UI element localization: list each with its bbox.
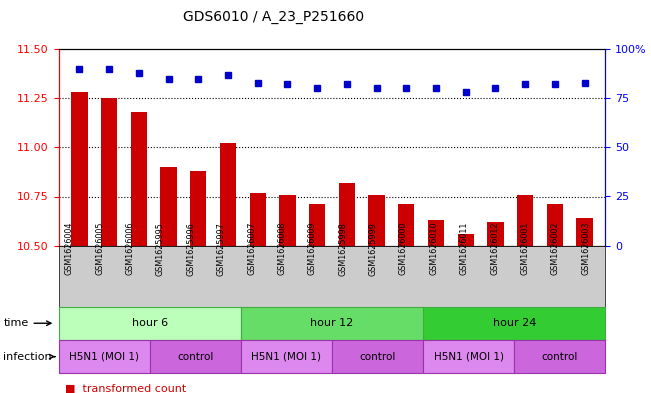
Bar <box>279 195 296 246</box>
Text: GSM1625998: GSM1625998 <box>339 222 347 275</box>
Text: control: control <box>177 352 214 362</box>
Text: H5N1 (MOI 1): H5N1 (MOI 1) <box>69 352 139 362</box>
Text: GSM1625995: GSM1625995 <box>156 222 165 275</box>
Bar <box>458 234 474 246</box>
Text: infection: infection <box>3 352 55 362</box>
Text: control: control <box>542 352 578 362</box>
Bar <box>101 98 117 246</box>
Bar <box>160 167 176 246</box>
Text: GSM1626008: GSM1626008 <box>277 222 286 275</box>
Text: GSM1625996: GSM1625996 <box>186 222 195 275</box>
Text: GSM1625997: GSM1625997 <box>217 222 226 275</box>
Text: control: control <box>359 352 396 362</box>
Text: GSM1626002: GSM1626002 <box>551 222 560 275</box>
Bar <box>220 143 236 246</box>
Bar <box>249 193 266 246</box>
Text: GSM1626010: GSM1626010 <box>430 222 438 275</box>
Bar <box>398 204 415 246</box>
Bar <box>71 92 88 246</box>
Bar <box>190 171 206 246</box>
Text: GSM1626009: GSM1626009 <box>308 222 317 275</box>
Text: GSM1626001: GSM1626001 <box>521 222 529 275</box>
Text: GSM1626007: GSM1626007 <box>247 222 256 275</box>
Bar <box>576 218 593 246</box>
Text: GSM1626005: GSM1626005 <box>95 222 104 275</box>
Bar <box>517 195 533 246</box>
Text: GSM1626000: GSM1626000 <box>399 222 408 275</box>
Text: H5N1 (MOI 1): H5N1 (MOI 1) <box>434 352 504 362</box>
Text: GSM1626012: GSM1626012 <box>490 222 499 275</box>
Text: GSM1626004: GSM1626004 <box>65 222 74 275</box>
Text: GDS6010 / A_23_P251660: GDS6010 / A_23_P251660 <box>183 10 364 24</box>
Bar <box>339 183 355 246</box>
Bar <box>309 204 326 246</box>
Bar <box>488 222 504 246</box>
Text: GSM1626006: GSM1626006 <box>126 222 135 275</box>
Text: hour 24: hour 24 <box>493 318 536 328</box>
Text: GSM1626003: GSM1626003 <box>581 222 590 275</box>
Bar <box>131 112 147 246</box>
Text: time: time <box>3 318 51 328</box>
Bar <box>547 204 563 246</box>
Text: ■  transformed count: ■ transformed count <box>65 384 186 393</box>
Bar <box>428 220 444 246</box>
Text: GSM1626011: GSM1626011 <box>460 222 469 275</box>
Bar <box>368 195 385 246</box>
Text: GSM1625999: GSM1625999 <box>368 222 378 275</box>
Text: hour 6: hour 6 <box>132 318 168 328</box>
Text: H5N1 (MOI 1): H5N1 (MOI 1) <box>251 352 322 362</box>
Text: hour 12: hour 12 <box>311 318 353 328</box>
